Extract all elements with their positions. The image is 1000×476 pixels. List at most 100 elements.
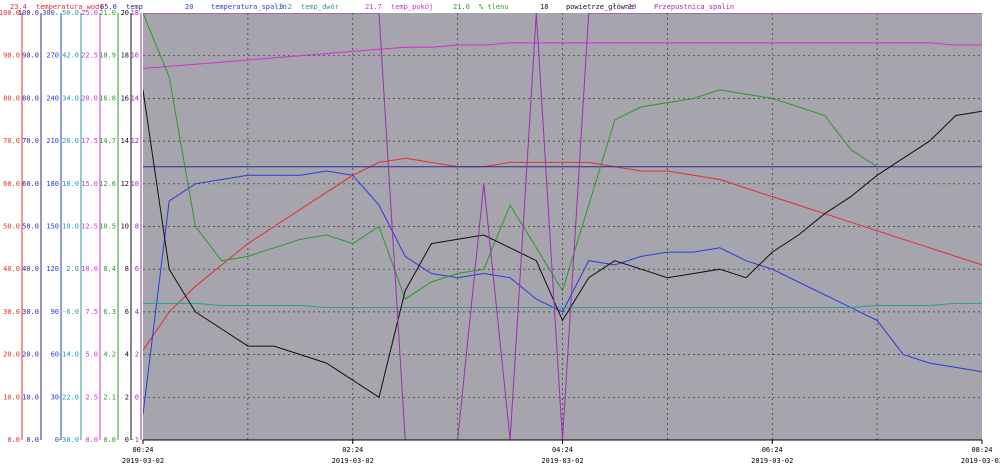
y-tick-label: 16 bbox=[131, 52, 139, 60]
y-tick-label: 16.8 bbox=[99, 94, 116, 102]
x-tick-label: 02:24 bbox=[342, 446, 363, 454]
legend-value: 10 bbox=[628, 3, 636, 11]
y-tick-label: 90.0 bbox=[3, 52, 20, 60]
y-tick-label: 12 bbox=[131, 137, 139, 145]
y-tick-label: 300. bbox=[42, 9, 59, 17]
y-tick-label: 10.0 bbox=[62, 223, 79, 231]
y-tick-label: 50.0 bbox=[3, 223, 20, 231]
y-tick-label: 0.0 bbox=[85, 436, 98, 444]
y-tick-label: 18 bbox=[121, 52, 129, 60]
y-tick-label: 2 bbox=[135, 351, 139, 359]
legend-name: temperatura_spalin bbox=[211, 3, 287, 11]
grid bbox=[143, 13, 982, 440]
y-tick-label: 14.7 bbox=[99, 137, 116, 145]
y-tick-label: 70.0 bbox=[22, 137, 39, 145]
y-tick-label: 18.9 bbox=[99, 52, 116, 60]
y-tick-label: 15.0 bbox=[81, 180, 98, 188]
y-tick-label: 90 bbox=[51, 308, 59, 316]
y-tick-label: 120 bbox=[46, 265, 59, 273]
legend-value: 21.0 bbox=[453, 3, 470, 11]
y-tick-label: 10 bbox=[121, 223, 129, 231]
x-date-label: 2019-03-02 bbox=[541, 457, 583, 465]
y-tick-label: 8 bbox=[135, 223, 139, 231]
y-tick-label: 26.0 bbox=[62, 137, 79, 145]
legend-value: 21.7 bbox=[365, 3, 382, 11]
y-tick-label: 14 bbox=[121, 137, 129, 145]
y-tick-label: 10.5 bbox=[99, 223, 116, 231]
legend-name: Przepustnica_spalin bbox=[654, 3, 734, 11]
y-tick-label: 4 bbox=[125, 351, 129, 359]
y-tick-label: 150 bbox=[46, 223, 59, 231]
labels: 100.090.080.070.060.050.040.030.020.010.… bbox=[0, 3, 1000, 465]
x-date-label: 2019-03-02 bbox=[122, 457, 164, 465]
y-tick-label: 30.0 bbox=[22, 308, 39, 316]
x-tick-label: 08:24 bbox=[971, 446, 992, 454]
x-tick-label: 04:24 bbox=[552, 446, 573, 454]
y-tick-label: 60.0 bbox=[3, 180, 20, 188]
y-tick-label: 4.2 bbox=[103, 351, 116, 359]
lines bbox=[143, 13, 982, 440]
series-line bbox=[143, 302, 982, 309]
y-tick-label: 6 bbox=[135, 265, 139, 273]
series-line bbox=[143, 42, 982, 69]
y-tick-label: 18 bbox=[131, 9, 139, 17]
y-tick-label: -22.0 bbox=[58, 393, 79, 401]
y-tick-label: 34.0 bbox=[62, 94, 79, 102]
y-tick-label: 4 bbox=[135, 308, 139, 316]
x-date-label: 2019-03-02 bbox=[751, 457, 793, 465]
y-tick-label: 0 bbox=[135, 393, 139, 401]
y-tick-label: 6.3 bbox=[103, 308, 116, 316]
series-line bbox=[143, 170, 982, 415]
legend-value: 23.4 bbox=[10, 3, 27, 11]
series-line bbox=[143, 13, 878, 300]
y-tick-label: 20.0 bbox=[81, 94, 98, 102]
y-tick-label: 2 bbox=[125, 393, 129, 401]
y-tick-label: 0.0 bbox=[103, 436, 116, 444]
y-tick-label: 80.0 bbox=[3, 94, 20, 102]
y-tick-label: 7.5 bbox=[85, 308, 98, 316]
y-tick-label: 70.0 bbox=[3, 137, 20, 145]
legend-name: % tlenu bbox=[479, 3, 509, 11]
y-tick-label: 5.0 bbox=[85, 351, 98, 359]
y-tick-label: 210 bbox=[46, 137, 59, 145]
y-tick-label: 100.0 bbox=[18, 9, 39, 17]
y-tick-label: 10.0 bbox=[3, 393, 20, 401]
y-tick-label: -14.0 bbox=[58, 351, 79, 359]
y-tick-label: 12.6 bbox=[99, 180, 116, 188]
y-tick-label: 80.0 bbox=[22, 94, 39, 102]
x-date-label: 2019-03-02 bbox=[332, 457, 374, 465]
y-tick-label: 42.0 bbox=[62, 52, 79, 60]
y-tick-label: 100.0 bbox=[0, 9, 20, 17]
y-tick-label: 0.0 bbox=[26, 436, 39, 444]
y-tick-label: -30.0 bbox=[58, 436, 79, 444]
y-tick-label: 180 bbox=[46, 180, 59, 188]
y-tick-label: 50.0 bbox=[62, 9, 79, 17]
y-tick-label: 16 bbox=[121, 94, 129, 102]
x-tick-label: 00:24 bbox=[132, 446, 153, 454]
y-tick-label: 12 bbox=[121, 180, 129, 188]
legend-value: -3.2 bbox=[275, 3, 292, 11]
y-tick-label: 10.0 bbox=[81, 265, 98, 273]
y-tick-label: 240 bbox=[46, 94, 59, 102]
legend-name: temp_dwór bbox=[301, 3, 339, 11]
y-tick-label: -6.0 bbox=[62, 308, 79, 316]
y-tick-label: 17.5 bbox=[81, 137, 98, 145]
y-tick-label: 10 bbox=[131, 180, 139, 188]
y-tick-label: -1 bbox=[131, 436, 139, 444]
x-date-label: 2019-03-02 bbox=[961, 457, 1000, 465]
y-tick-label: 18.0 bbox=[62, 180, 79, 188]
y-tick-label: 20.0 bbox=[3, 351, 20, 359]
y-tick-label: 8.4 bbox=[103, 265, 116, 273]
y-tick-label: 20.0 bbox=[22, 351, 39, 359]
y-tick-label: 10.0 bbox=[22, 393, 39, 401]
legend-name: temperatura_wody bbox=[36, 3, 103, 11]
y-tick-label: 14 bbox=[131, 94, 139, 102]
y-tick-label: 22.5 bbox=[81, 52, 98, 60]
y-tick-label: 30 bbox=[51, 393, 59, 401]
y-tick-label: 2.1 bbox=[103, 393, 116, 401]
series-line bbox=[143, 157, 982, 351]
legend-name: powietrze_główne bbox=[566, 3, 633, 11]
y-tick-label: 50.0 bbox=[22, 223, 39, 231]
y-tick-label: 40.0 bbox=[22, 265, 39, 273]
